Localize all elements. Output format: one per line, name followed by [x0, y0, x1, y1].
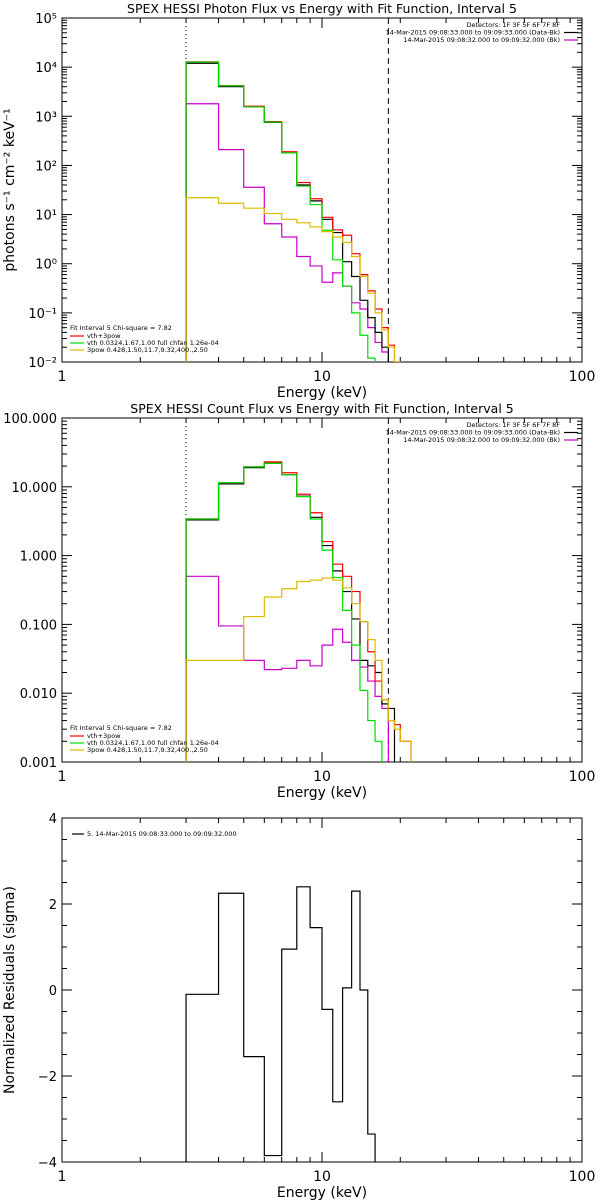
y-tick-label: 10⁴ [35, 61, 57, 76]
chart-title: SPEX HESSI Count Flux vs Energy with Fit… [130, 401, 513, 416]
y-tick-label: 2 [49, 898, 57, 913]
series-bk-step [185, 103, 389, 362]
y-tick-label: 10² [35, 159, 57, 174]
y-tick-label: 10⁰ [35, 258, 57, 273]
legend-fit-entry: vth+3pow [87, 732, 121, 740]
series-data-step [185, 62, 389, 362]
x-tick-label: 10 [313, 769, 331, 785]
y-tick-label: 0.100 [20, 618, 57, 633]
x-tick-label: 100 [569, 1169, 596, 1185]
y-tick-label: 0.010 [20, 687, 57, 702]
y-tick-label: 10⁻¹ [28, 307, 57, 322]
legend-top-entry: Detectors: 1F 3F 5F 6F 7F 8F [466, 21, 560, 29]
chart-panel-1: 1 10 100 Energy (keV) 10⁻² 10⁻¹ 10⁰ 10¹ 10² 10³ 10… [2, 1, 595, 401]
y-tick-label: 10⁻² [28, 356, 57, 371]
x-tick-label: 1 [58, 769, 67, 785]
x-tick-label: 10 [313, 1169, 331, 1185]
x-tick-label: 10 [313, 369, 331, 385]
y-tick-label: 4 [49, 812, 57, 827]
x-axis-label: Energy (keV) [277, 785, 367, 801]
plot-frame [61, 17, 583, 363]
plot-frame [61, 417, 583, 763]
legend-top-entry: Detectors: 1F 3F 5F 6F 7F 8F [466, 421, 560, 429]
legend-fit-entry: 3pow 0.428,1.50,11.7,9.32,400.,2.50 [87, 746, 208, 754]
series-bk-step [185, 575, 389, 762]
chart-panel-2: 1 10 100 Energy (keV) 0.001 0.010 0.100 1.000 10… [3, 401, 595, 801]
y-axis-label: photons s⁻¹ cm⁻² keV⁻¹ [2, 108, 18, 271]
y-tick-label: 100.000 [3, 412, 57, 427]
legend-top-entry: 14-Mar-2015 09:08:32.000 to 09:09:32.000… [403, 436, 560, 444]
x-axis-label: Energy (keV) [277, 1185, 367, 1200]
series-vth-step [185, 61, 376, 362]
series-pow-step [185, 577, 412, 762]
chart-title: SPEX HESSI Photon Flux vs Energy with Fi… [127, 1, 517, 16]
y-tick-label: −4 [38, 1156, 57, 1171]
y-tick-label: 10³ [35, 110, 57, 125]
y-tick-label: 10¹ [35, 209, 57, 224]
series-total-step [185, 461, 412, 762]
series-resid-step [185, 886, 376, 1162]
legend-fit-entry: vth 0.0324,1.67,1.00 full chfan 1.26e-04 [87, 339, 219, 347]
legend-fit-header: Fit Interval 5 Chi-square = 7.82 [70, 324, 172, 332]
chart-panel-3: 1 10 100 Energy (keV) −4 −2 0 2 4 Normalized Resi… [2, 812, 596, 1201]
y-tick-label: 1.000 [20, 550, 57, 565]
legend-top-entry: 14-Mar-2015 09:08:33.000 to 09:09:33.000… [386, 29, 560, 37]
y-tick-label: 10⁵ [35, 12, 57, 27]
x-tick-label: 1 [58, 369, 67, 385]
y-tick-label: 0.001 [20, 756, 57, 771]
y-tick-label: 10.000 [12, 481, 58, 496]
legend-fit-header: Fit Interval 5 Chi-square = 7.82 [70, 724, 172, 732]
x-tick-label: 100 [569, 369, 596, 385]
series-vth-step [185, 462, 383, 762]
x-axis-label: Energy (keV) [277, 385, 367, 401]
series-pow-step [185, 197, 401, 362]
legend-fit-entry: vth+3pow [87, 332, 121, 340]
x-tick-label: 1 [58, 1169, 67, 1185]
legend-resid-entry: 5. 14-Mar-2015 09:08:33.000 to 09:09:32.… [87, 830, 237, 838]
legend-top-entry: 14-Mar-2015 09:08:32.000 to 09:09:32.000… [403, 36, 560, 44]
y-tick-label: −2 [38, 1070, 57, 1085]
series-total-step [185, 61, 401, 362]
y-axis-label: Normalized Residuals (sigma) [2, 886, 18, 1094]
legend-fit-entry: vth 0.0324,1.67,1.00 full chfan 1.26e-04 [87, 739, 219, 747]
legend-fit-entry: 3pow 0.428,1.50,11.7,9.32,400.,2.50 [87, 346, 208, 354]
legend-top-entry: 14-Mar-2015 09:08:33.000 to 09:09:33.000… [386, 429, 560, 437]
series-data-step [185, 462, 396, 762]
y-tick-label: 0 [49, 984, 57, 999]
x-tick-label: 100 [569, 769, 596, 785]
